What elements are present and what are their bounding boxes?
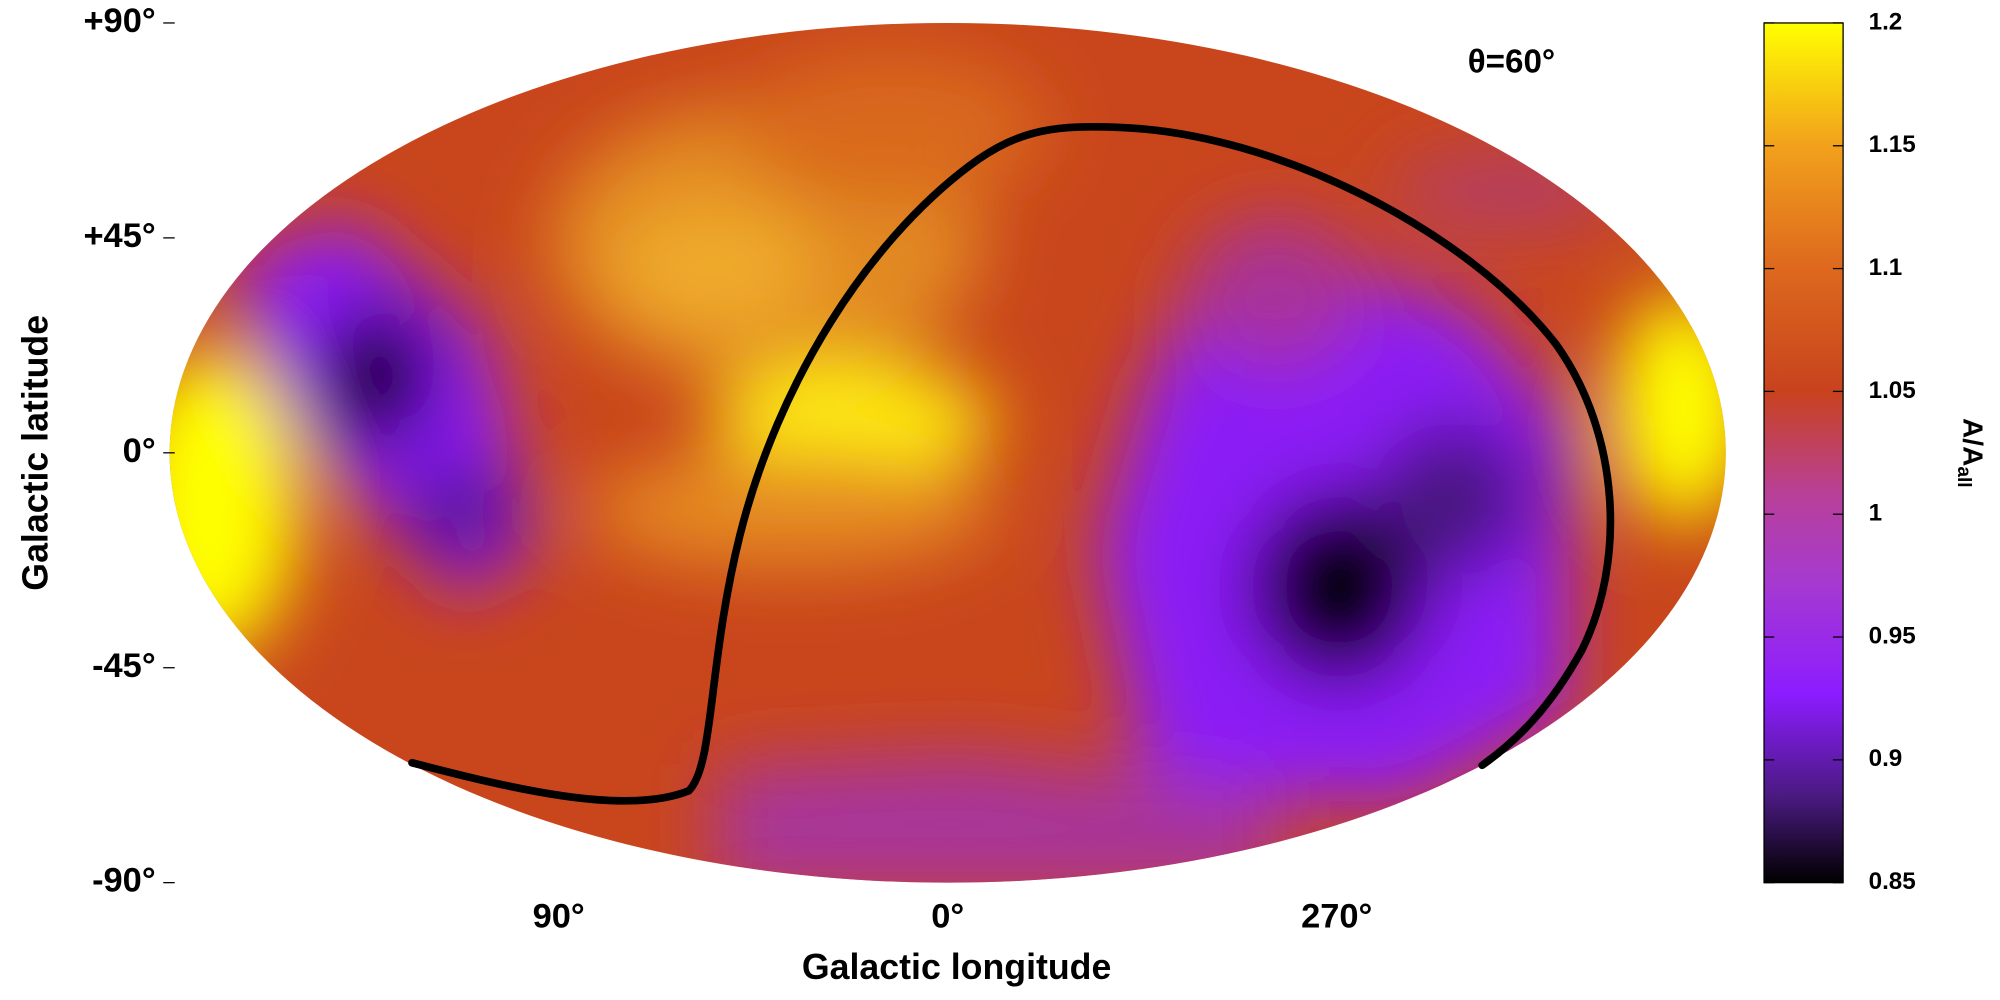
- colorbar-label: A/Aall: [1953, 418, 1988, 488]
- y-axis-label: Galactic latitude: [16, 315, 56, 591]
- y-tick-label: +90°: [83, 2, 155, 40]
- colorbar-label-main: A/A: [1957, 418, 1988, 466]
- y-tick-label: +45°: [83, 217, 155, 255]
- colorbar-tick-label: 1.2: [1869, 8, 1903, 35]
- x-tick-label: 0°: [931, 897, 964, 935]
- colorbar-label-sub: all: [1953, 466, 1974, 487]
- colorbar-tick-label: 1.05: [1869, 377, 1916, 404]
- colorbar-tick-label: 0.85: [1869, 868, 1916, 895]
- y-tick-label: -45°: [92, 647, 156, 685]
- x-tick-label: 90°: [533, 897, 585, 935]
- colorbar-tick-label: 0.95: [1869, 622, 1916, 649]
- x-axis-label: Galactic longitude: [802, 947, 1111, 987]
- colorbar-tick-label: 1: [1869, 500, 1882, 527]
- colorbar-tick-label: 1.15: [1869, 131, 1916, 158]
- sky-map: [169, 22, 1726, 883]
- colorbar-tick-label: 0.9: [1869, 745, 1903, 772]
- x-tick-label: 270°: [1301, 897, 1372, 935]
- y-tick-label: -90°: [92, 862, 156, 900]
- y-tick-label: 0°: [123, 432, 156, 470]
- theta-circle: [408, 123, 1615, 805]
- colorbar-tick-label: 1.1: [1869, 254, 1903, 281]
- annotation: θ=60°: [1468, 44, 1555, 81]
- colorbar: [1763, 22, 1844, 884]
